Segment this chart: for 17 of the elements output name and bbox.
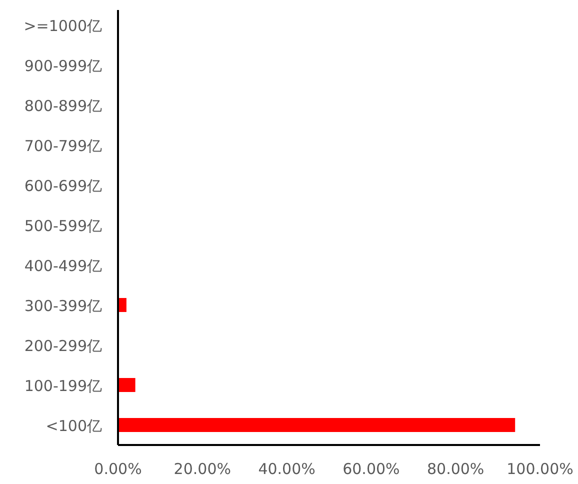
y-tick-label: 900-999亿 — [24, 57, 102, 75]
y-tick-label: 100-199亿 — [24, 377, 102, 395]
y-tick-label: 500-599亿 — [24, 217, 102, 235]
x-tick-label: 40.00% — [258, 460, 316, 478]
y-tick-label: <100亿 — [46, 417, 102, 435]
y-tick-label: 300-399亿 — [24, 297, 102, 315]
x-tick-label: 20.00% — [174, 460, 231, 478]
y-tick-label: 700-799亿 — [24, 137, 102, 155]
y-tick-label: 600-699亿 — [24, 177, 102, 195]
y-tick-label: 200-299亿 — [24, 337, 102, 355]
x-tick-label: 0.00% — [94, 460, 142, 478]
x-tick-label: 80.00% — [427, 460, 484, 478]
x-tick-label: 100.00% — [506, 460, 574, 478]
x-tick-label: 60.00% — [342, 460, 400, 478]
y-tick-label: 400-499亿 — [24, 257, 102, 275]
y-tick-label: 800-899亿 — [24, 97, 102, 115]
y-tick-label: >=1000亿 — [24, 17, 102, 35]
